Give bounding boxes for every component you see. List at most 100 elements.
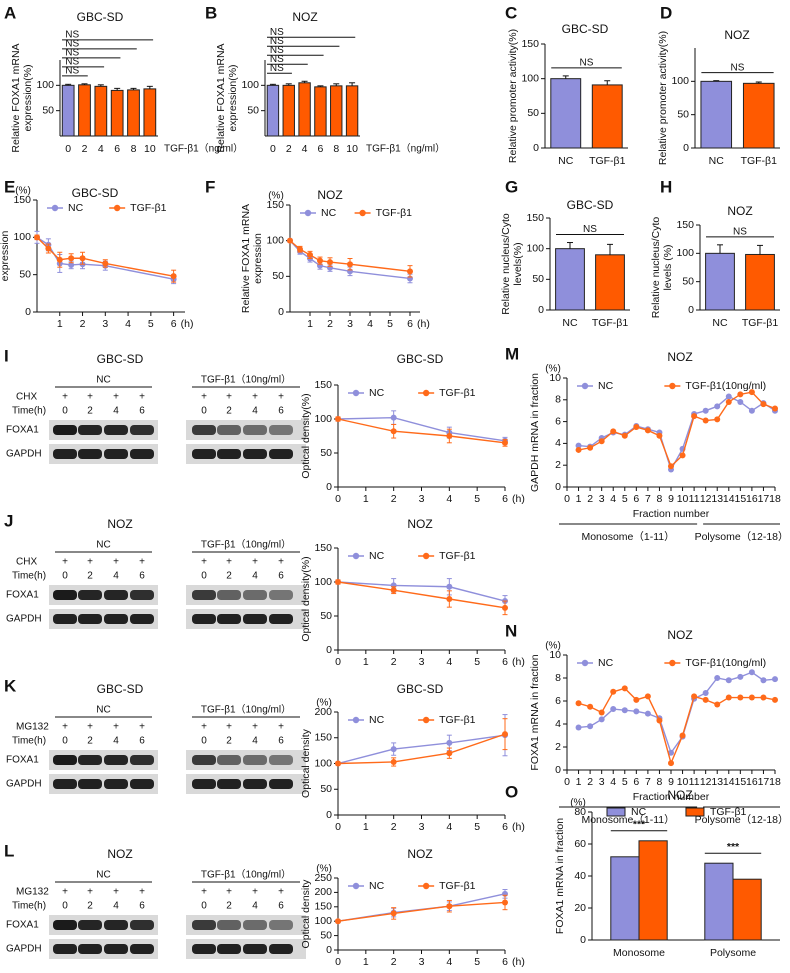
bar [550,78,582,149]
point [644,710,651,717]
time-value: 2 [87,901,93,912]
x-tick-label: 4 [446,656,452,668]
point [390,758,397,765]
legend-label: NC [369,880,385,892]
treatment-mark: + [139,557,145,568]
bar [705,252,735,311]
bar [282,84,295,137]
x-tick-label: 3 [419,821,425,833]
point [760,677,767,684]
x-tick-label: 7 [645,493,651,505]
y-tick-label: 100 [13,231,31,243]
time-value: 4 [113,406,119,417]
time-value: 2 [226,406,232,417]
blot-title: NOZ [107,517,132,531]
y-tick-label: 10 [549,649,561,661]
x-tick-label: 6 [114,143,120,155]
y-tick-label: 150 [13,194,31,206]
series-line [337,581,506,609]
point [633,696,640,703]
group-label: TGF-β1（10ng/ml） [201,374,291,386]
treatment-mark: + [201,392,207,403]
treatment-mark: + [87,392,93,403]
bar [555,248,585,311]
x-tick-label: 0 [65,143,71,155]
blot-band [104,779,128,789]
x-tick-label: Polysome [710,947,756,959]
y-unit: (%) [316,864,332,875]
bar [591,84,623,149]
point [702,417,709,424]
blot-band [243,755,267,765]
chart-title: NOZ [724,28,749,42]
x-tick-label: 0 [335,493,341,505]
blot-band [78,425,102,435]
series-line [337,734,506,765]
comparison-label: NS [731,62,745,73]
time-value: 4 [252,736,258,747]
point [575,442,582,449]
x-tick-label: 3 [419,656,425,668]
blot-band [217,590,241,600]
comparison-label: *** [633,819,646,831]
point [725,677,732,684]
legend-label: NC [598,380,614,392]
legend-marker [422,389,430,397]
legend-marker [581,659,589,667]
x-tick-label: 18 [769,493,781,505]
blot-title: GBC-SD [97,682,144,696]
blot-band [130,614,154,624]
treatment-mark: + [226,887,232,898]
blot-band [269,944,293,954]
point [610,688,617,695]
blot-band [192,425,216,435]
comparison-label: NS [270,27,284,38]
x-tick-label: 11 [689,493,700,505]
x-tick-label: 6 [502,821,508,833]
y-tick-label: 50 [320,610,332,622]
legend-label: TGF-β1 [130,202,167,214]
x-tick-label: NC [709,155,725,167]
point [737,673,744,680]
point [446,583,453,590]
y-tick-label: 150 [676,219,694,231]
y-tick-label: 0 [326,644,332,656]
comparison-label: NS [65,38,79,49]
point [702,407,709,414]
x-tick-label: 1 [57,318,63,330]
point [598,709,605,716]
y-axis-label: levels (%) [662,244,674,290]
time-value: 2 [226,736,232,747]
x-tick-label: 5 [387,318,393,330]
x-tick-label: 1 [363,821,369,833]
treatment-label: CHX [16,392,37,403]
legend-marker [422,882,430,890]
chart-title: NOZ [407,847,432,861]
panel-label: H [660,177,672,196]
band-label: GAPDH [6,779,42,790]
x-tick-label: 8 [333,143,339,155]
legend-label: TGF-β1 [710,806,747,818]
point [737,391,744,398]
bar [742,82,775,149]
blot-band [269,449,293,459]
blot-band [243,449,267,459]
time-value: 0 [62,571,68,582]
point [621,432,628,439]
legend-marker [359,209,366,217]
region-label: Polysome（12-18） [695,814,789,826]
x-tick-label: TGF-β1 [741,155,778,167]
x-tick-label: 11 [689,776,700,788]
panel-label: E [4,177,15,196]
bar [595,254,625,311]
y-tick-label: 100 [676,247,694,259]
x-tick-label: 6 [317,143,323,155]
x-tick-label: 1 [363,493,369,505]
y-tick-label: 50 [320,783,332,795]
x-tick-label: 1 [307,318,313,330]
x-tick-label: 13 [711,493,723,505]
legend-label: NC [369,714,385,726]
blot-background [49,609,158,629]
x-tick-label: 1 [576,493,582,505]
